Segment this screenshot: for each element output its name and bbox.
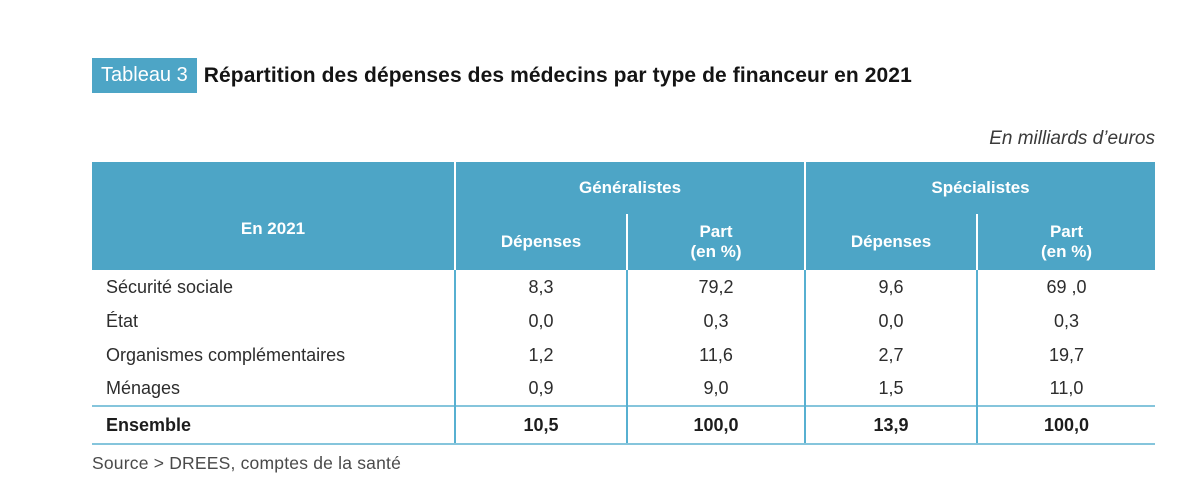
total-cell-value: 100,0 (976, 405, 1155, 445)
total-cell-value: 10,5 (454, 405, 627, 445)
table-number-badge: Tableau 3 (92, 58, 197, 93)
row-label: Sécurité sociale (92, 270, 455, 304)
col-header-depenses-specialistes: Dépenses (804, 214, 977, 270)
table-row: Sécurité sociale 8,3 79,2 9,6 69 ,0 (92, 270, 1155, 304)
table-row: Ménages 0,9 9,0 1,5 11,0 (92, 372, 1155, 406)
cell-value: 1,2 (454, 338, 627, 372)
cell-value: 1,5 (804, 372, 977, 406)
cell-value: 11,6 (626, 338, 805, 372)
cell-value: 0,3 (976, 304, 1155, 338)
row-label: État (92, 304, 455, 338)
table-row: État 0,0 0,3 0,0 0,3 (92, 304, 1155, 338)
cell-value: 11,0 (976, 372, 1155, 406)
part-unit-label: (en %) (1041, 242, 1092, 261)
data-table: En 2021 Généralistes Spécialistes Dépens… (92, 162, 1155, 445)
unit-note: En milliards d’euros (989, 128, 1155, 149)
cell-value: 79,2 (626, 270, 805, 304)
part-label: Part (699, 222, 733, 241)
total-row-label: Ensemble (92, 405, 455, 445)
part-unit-label: (en %) (690, 242, 742, 261)
table-body: Sécurité sociale 8,3 79,2 9,6 69 ,0 État… (92, 270, 1155, 445)
total-cell-value: 100,0 (626, 405, 805, 445)
corner-header-en-2021: En 2021 (92, 162, 455, 270)
row-label: Organismes complémentaires (92, 338, 455, 372)
col-header-part-generalistes: Part (en %) (626, 214, 805, 270)
table-title: Tableau 3 Répartition des dépenses des m… (92, 58, 912, 93)
cell-value: 9,6 (804, 270, 977, 304)
cell-value: 19,7 (976, 338, 1155, 372)
cell-value: 0,3 (626, 304, 805, 338)
cell-value: 0,0 (454, 304, 627, 338)
table-row: Organismes complémentaires 1,2 11,6 2,7 … (92, 338, 1155, 372)
group-header-specialistes: Spécialistes (804, 162, 1155, 214)
row-label: Ménages (92, 372, 455, 406)
source-note: Source > DREES, comptes de la santé (92, 453, 402, 473)
total-cell-value: 13,9 (804, 405, 977, 445)
part-label: Part (1049, 222, 1084, 241)
cell-value: 0,0 (804, 304, 977, 338)
group-header-generalistes: Généralistes (454, 162, 805, 214)
col-header-depenses-generalistes: Dépenses (454, 214, 627, 270)
col-header-part-specialistes: Part (en %) (976, 214, 1155, 270)
cell-value: 8,3 (454, 270, 627, 304)
table-header: En 2021 Généralistes Spécialistes Dépens… (92, 162, 1155, 270)
cell-value: 2,7 (804, 338, 977, 372)
cell-value: 0,9 (454, 372, 627, 406)
total-row: Ensemble 10,5 100,0 13,9 100,0 (92, 405, 1155, 445)
cell-value: 69 ,0 (976, 270, 1155, 304)
cell-value: 9,0 (626, 372, 805, 406)
table-title-text: Répartition des dépenses des médecins pa… (203, 63, 912, 87)
